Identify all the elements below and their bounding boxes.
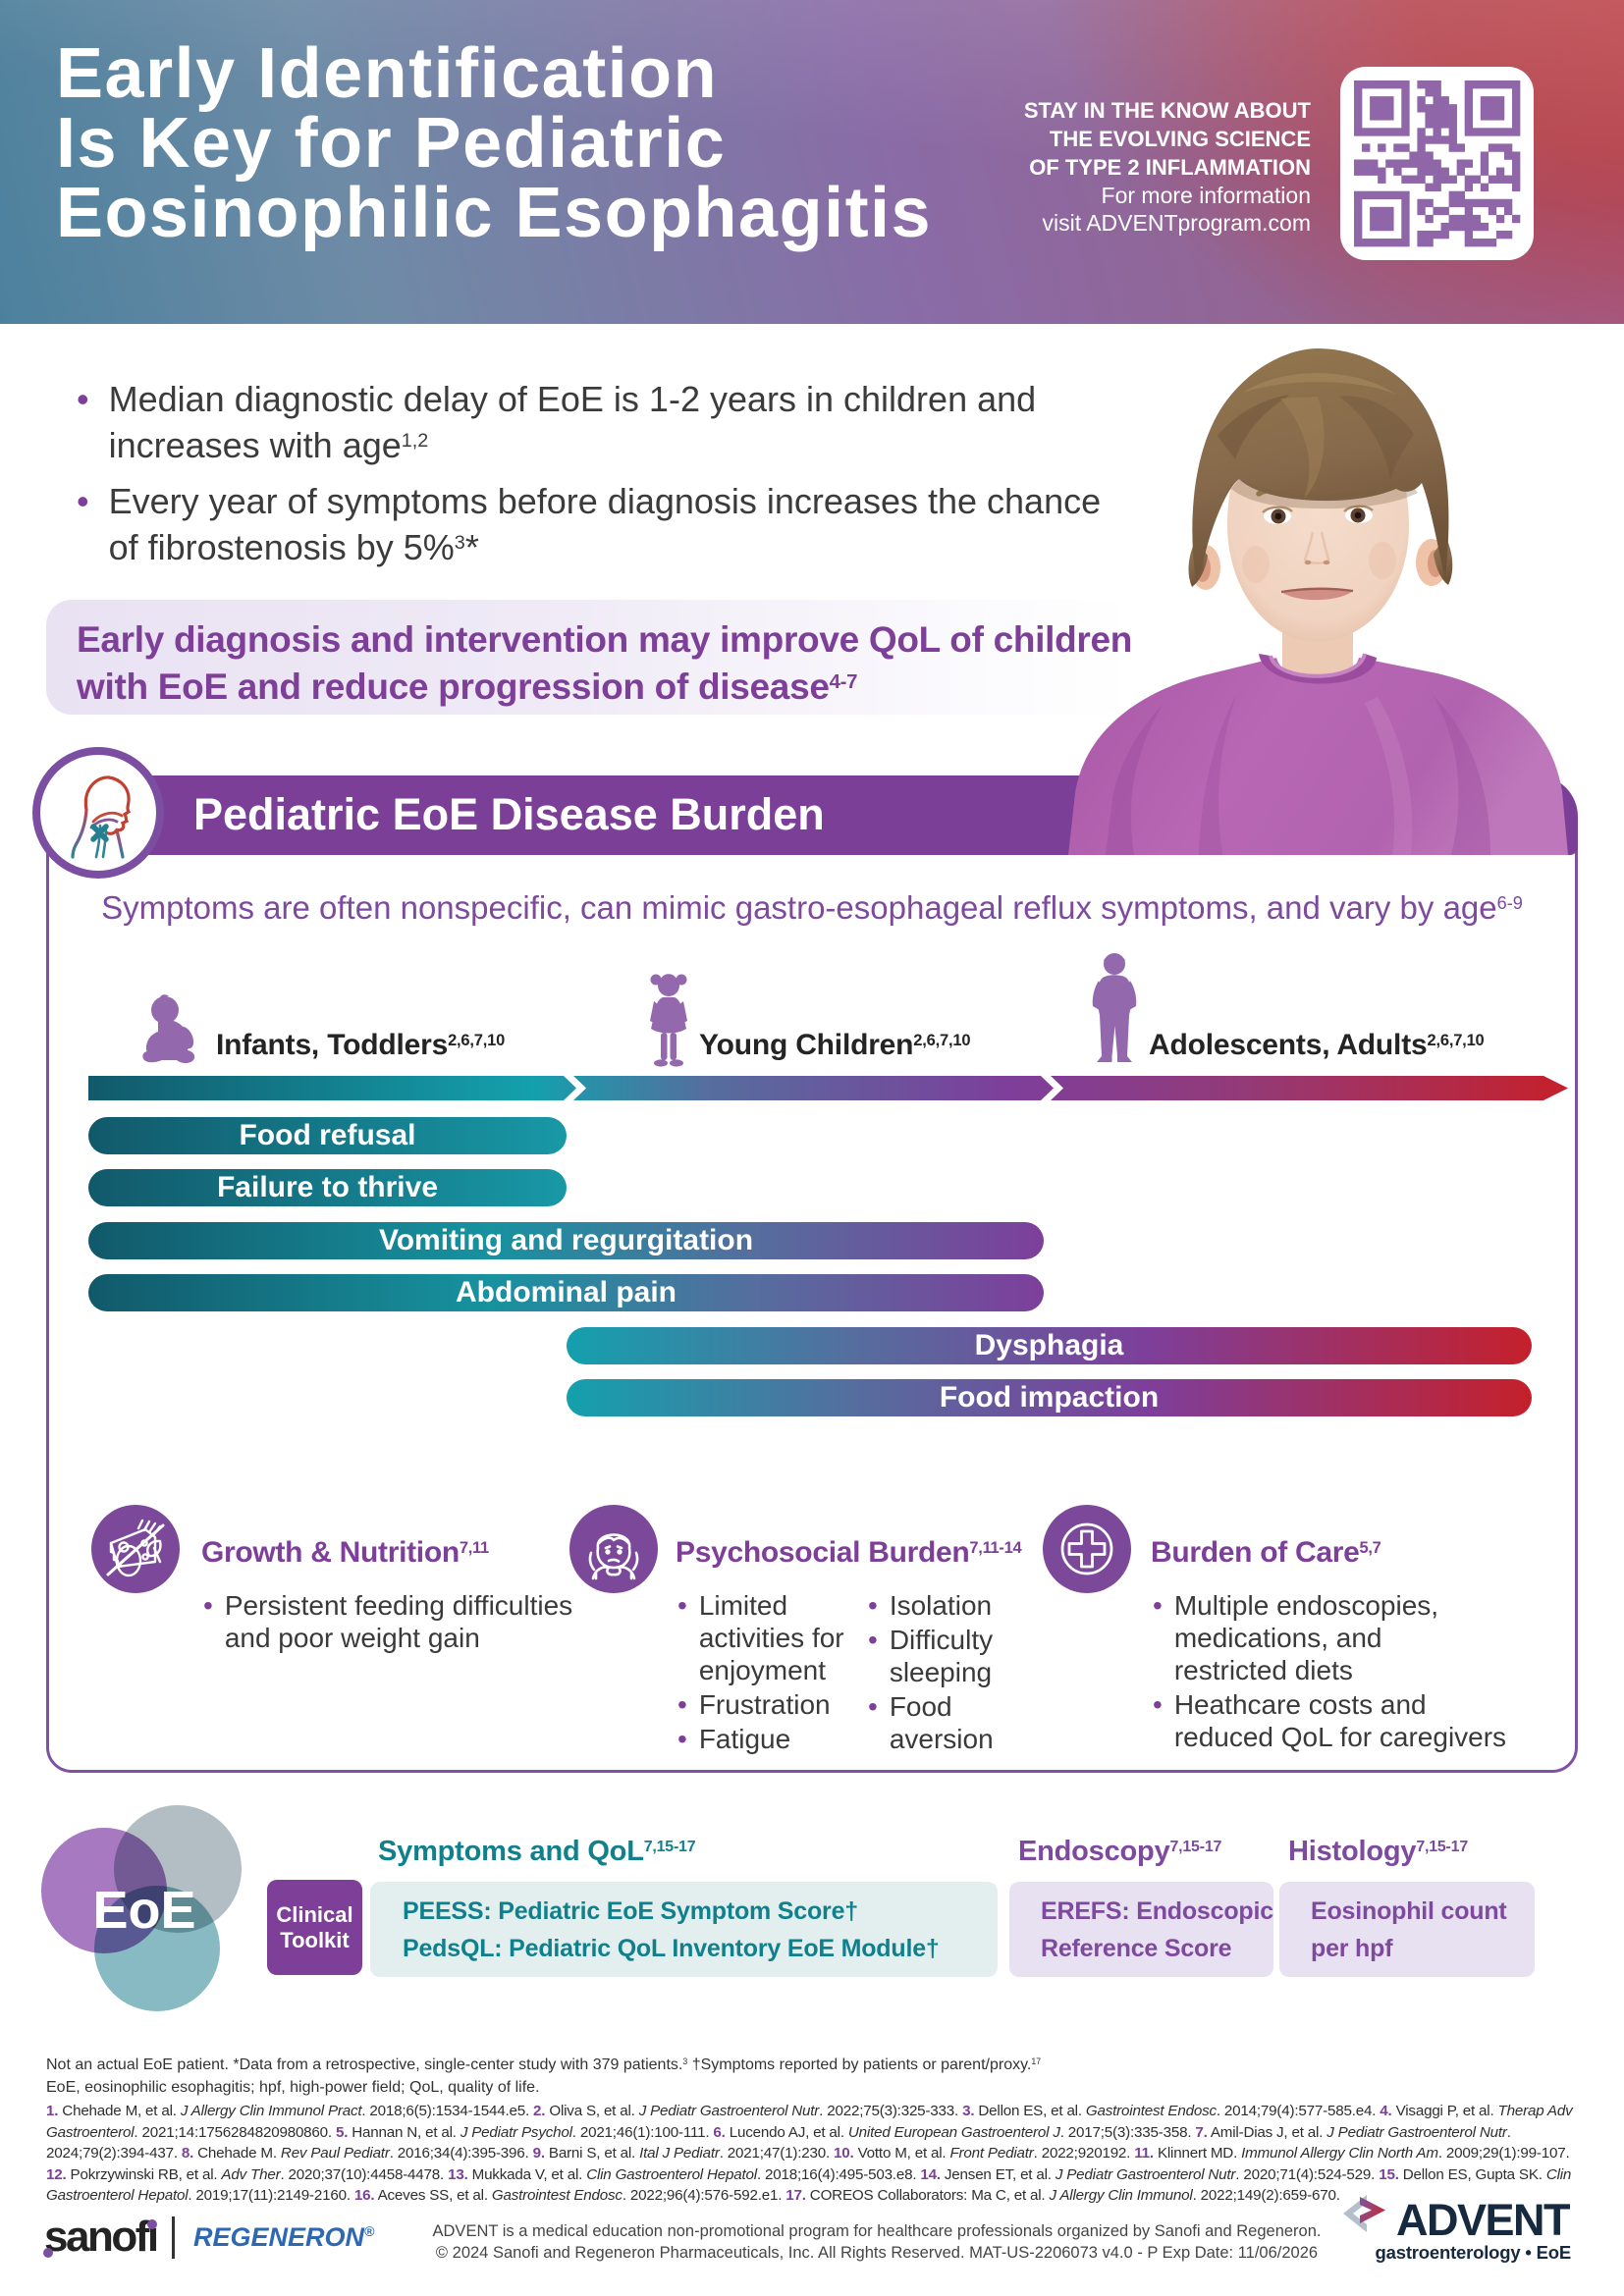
svg-text:EoE: EoE	[92, 1881, 195, 1940]
